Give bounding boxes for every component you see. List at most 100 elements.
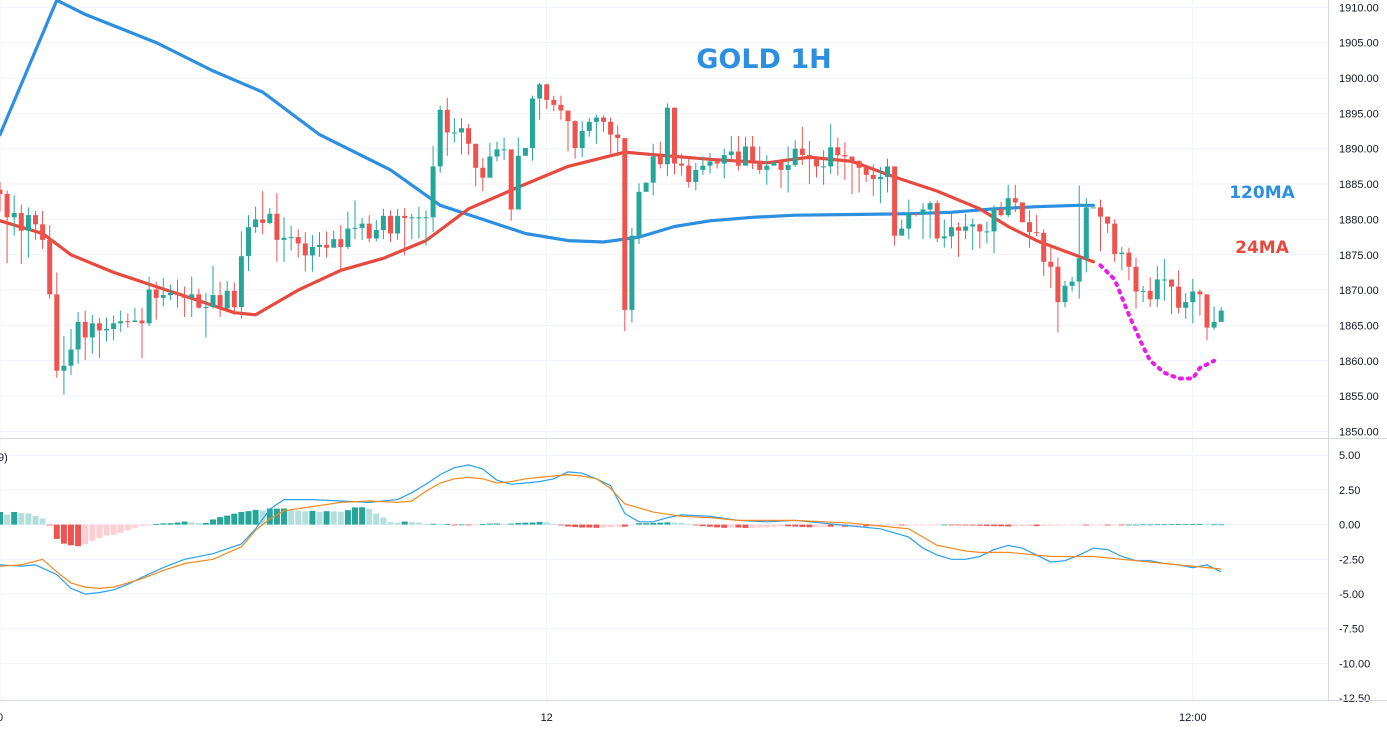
candle (416, 206, 422, 239)
macd-histogram-bar (430, 523, 437, 525)
macd-histogram-bar (387, 522, 394, 525)
macd-histogram-bar (543, 522, 550, 525)
price-tick-label: 1890.00 (1339, 144, 1379, 156)
candle (814, 159, 819, 178)
candle (309, 234, 315, 272)
price-tick-label: 1855.00 (1339, 391, 1379, 403)
macd-histogram-bar (1182, 524, 1189, 525)
candle (530, 95, 535, 161)
macd-histogram-bar (529, 522, 536, 525)
macd-histogram-bar (877, 524, 884, 526)
macd-histogram-bar (884, 524, 891, 526)
candle (0, 181, 3, 212)
candle (629, 227, 635, 323)
candle (345, 211, 351, 250)
macd-histogram-bar (692, 524, 699, 526)
candle (217, 281, 223, 317)
candle-body (849, 156, 855, 161)
macd-histogram-bar (1033, 524, 1040, 526)
candle (1169, 279, 1174, 315)
macd-histogram-bar (941, 524, 948, 526)
candle (231, 282, 237, 315)
macd-histogram-bar (827, 524, 834, 527)
macd-histogram-bar (856, 524, 863, 527)
macd-histogram-bar (266, 508, 273, 525)
candle-body (82, 321, 88, 338)
candle (558, 95, 564, 120)
forecast-line (1098, 263, 1217, 381)
candle-body (47, 239, 53, 295)
candle (721, 148, 727, 179)
candle-body (686, 165, 692, 182)
macd-tick-label: 0.00 (1339, 520, 1360, 532)
candle (1147, 277, 1153, 308)
candle-body (175, 292, 180, 296)
candle-body (1161, 279, 1167, 281)
macd-histogram-bar (785, 524, 792, 527)
macd-histogram-bar (991, 524, 997, 527)
candle (324, 231, 330, 258)
macd-histogram-bar (728, 524, 735, 528)
macd-histogram-bar (1154, 524, 1161, 526)
price-tick-label: 1850.00 (1339, 427, 1379, 439)
candle (125, 313, 131, 328)
candle-body (714, 161, 720, 164)
macd-histogram-bar (139, 524, 145, 526)
candle (68, 328, 74, 375)
macd-histogram-bar (174, 522, 181, 525)
candle-body (437, 109, 443, 167)
macd-histogram-bar (494, 523, 500, 525)
macd-histogram-bar (657, 522, 664, 525)
candle-body (1190, 291, 1196, 303)
macd-histogram-bar (1218, 524, 1225, 526)
candle (700, 156, 706, 175)
candle (835, 137, 841, 176)
candle-body (963, 226, 969, 231)
time-tick-label: 0 (0, 712, 3, 724)
candle (1062, 280, 1068, 308)
candle (1126, 247, 1132, 281)
macd-histogram-bar (231, 513, 238, 525)
candle-body (267, 213, 273, 223)
candle-body (927, 203, 933, 210)
candle-body (1062, 285, 1068, 303)
macd-histogram-bar (621, 524, 628, 527)
candle (679, 153, 685, 176)
macd-histogram-bar (650, 522, 657, 525)
macd-histogram-bar (167, 523, 174, 525)
candle-body (1105, 216, 1111, 224)
candle-body (1218, 310, 1224, 322)
macd-histogram-bar (146, 524, 153, 526)
candle-body (33, 215, 38, 225)
macd-histogram-bar (110, 524, 117, 535)
candle-body (1211, 321, 1217, 328)
macd-histogram-bar (742, 524, 749, 528)
price-tick-label: 1860.00 (1339, 356, 1379, 368)
macd-histogram-bar (969, 524, 976, 526)
signal-line (0, 473, 1222, 590)
macd-histogram-bar (550, 523, 557, 525)
macd-histogram-bar (1083, 524, 1090, 526)
candle-body (89, 323, 95, 338)
candle-body (515, 155, 521, 210)
candle (948, 210, 954, 249)
candle (260, 191, 266, 235)
macd-histogram-bar (820, 524, 827, 527)
macd-histogram-bar (792, 524, 799, 527)
macd-histogram-bar (32, 515, 39, 525)
macd-histogram-bar (394, 522, 401, 525)
candle (153, 281, 159, 320)
candle (196, 288, 202, 309)
candle (821, 150, 827, 185)
candle (977, 223, 983, 249)
candle-body (1133, 266, 1139, 292)
macd-line (0, 464, 1222, 595)
candle-body (934, 203, 940, 239)
candle-body (899, 228, 905, 236)
candle-body (402, 215, 408, 218)
macd-tick-label: -2.50 (1339, 554, 1364, 566)
candle (565, 110, 571, 152)
candle (388, 210, 393, 243)
candle-body (182, 295, 188, 298)
candle-body (530, 98, 535, 148)
